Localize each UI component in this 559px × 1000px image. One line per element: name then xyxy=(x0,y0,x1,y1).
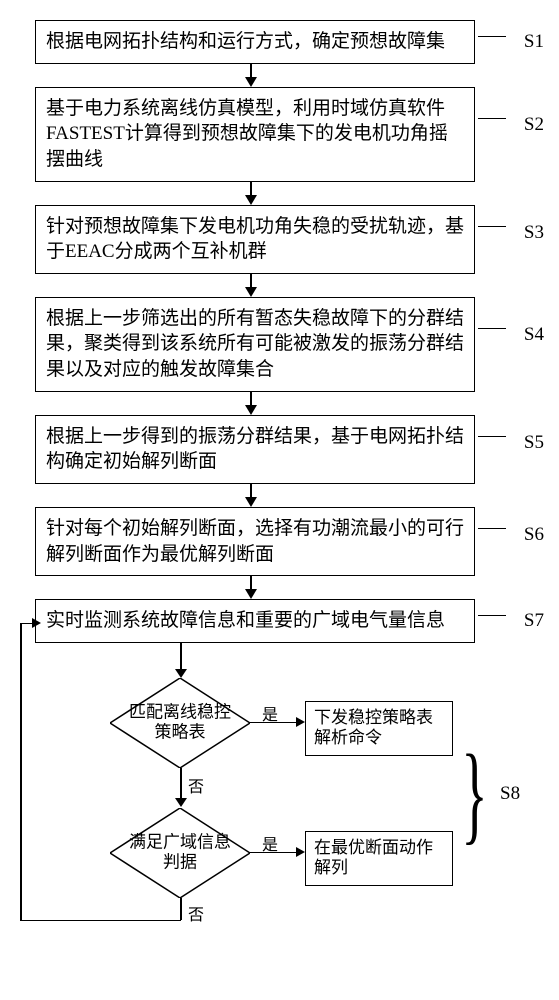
step-label-s1: S1 xyxy=(524,29,544,55)
step-s1: 根据电网拓扑结构和运行方式，确定预想故障集 S1 xyxy=(35,20,475,64)
step-label-s2: S2 xyxy=(524,112,544,138)
action-a1: 下发稳控策略表解析命令 xyxy=(305,701,453,756)
arrow-head-down xyxy=(175,669,187,678)
decision-d2: 满足广域信息判据 xyxy=(110,808,250,898)
action-text: 在最优断面动作解列 xyxy=(314,838,433,877)
connector xyxy=(20,623,22,920)
label-connector xyxy=(478,36,506,37)
brace: } xyxy=(461,738,487,848)
label-connector xyxy=(478,436,506,437)
yes-label: 是 xyxy=(262,831,278,855)
step-text: 根据电网拓扑结构和运行方式，确定预想故障集 xyxy=(46,31,445,52)
decision-text: 匹配离线稳控策略表 xyxy=(125,703,235,744)
step-text: 实时监测系统故障信息和重要的广域电气量信息 xyxy=(46,610,445,631)
step-s2: 基于电力系统离线仿真模型，利用时域仿真软件FASTEST计算得到预想故障集下的发… xyxy=(35,87,475,182)
step-text: 根据上一步得到的振荡分群结果，基于电网拓扑结构确定初始解列断面 xyxy=(46,426,464,473)
step-s4: 根据上一步筛选出的所有暂态失稳故障下的分群结果，聚类得到该系统所有可能被激发的振… xyxy=(35,297,475,392)
step-label-s7: S7 xyxy=(524,608,544,634)
label-connector xyxy=(478,528,506,529)
label-connector xyxy=(478,118,506,119)
decision-d1: 匹配离线稳控策略表 xyxy=(110,678,250,768)
no-label: 否 xyxy=(188,773,204,797)
step-s7: 实时监测系统故障信息和重要的广域电气量信息 S7 xyxy=(35,599,475,643)
arrow-head-down xyxy=(175,798,187,807)
step-label-s3: S3 xyxy=(524,220,544,246)
step-text: 针对每个初始解列断面，选择有功潮流最小的可行解列断面作为最优解列断面 xyxy=(46,518,464,565)
step-text: 基于电力系统离线仿真模型，利用时域仿真软件FASTEST计算得到预想故障集下的发… xyxy=(46,98,448,170)
arrow-head-right xyxy=(32,618,41,628)
label-connector xyxy=(478,328,506,329)
label-connector xyxy=(478,615,506,616)
decision-area: 匹配离线稳控策略表 是 下发稳控策略表解析命令 否 满足广域信息判据 是 在最优… xyxy=(10,643,549,933)
step-text: 根据上一步筛选出的所有暂态失稳故障下的分群结果，聚类得到该系统所有可能被激发的振… xyxy=(46,308,464,380)
decision-text: 满足广域信息判据 xyxy=(125,833,235,874)
step-label-s5: S5 xyxy=(524,430,544,456)
connector xyxy=(180,643,182,671)
step-label-s8: S8 xyxy=(500,783,520,805)
flowchart: 根据电网拓扑结构和运行方式，确定预想故障集 S1 基于电力系统离线仿真模型，利用… xyxy=(10,20,549,933)
action-a2: 在最优断面动作解列 xyxy=(305,831,453,886)
label-connector xyxy=(478,226,506,227)
connector xyxy=(180,768,182,800)
step-s3: 针对预想故障集下发电机功角失稳的受扰轨迹，基于EEAC分成两个互补机群 S3 xyxy=(35,205,475,274)
arrow-head-right xyxy=(296,717,305,727)
step-s6: 针对每个初始解列断面，选择有功潮流最小的可行解列断面作为最优解列断面 S6 xyxy=(35,507,475,576)
yes-label: 是 xyxy=(262,701,278,725)
arrow-head-right xyxy=(296,847,305,857)
action-text: 下发稳控策略表解析命令 xyxy=(314,708,433,747)
connector xyxy=(20,920,181,922)
step-label-s6: S6 xyxy=(524,522,544,548)
step-text: 针对预想故障集下发电机功角失稳的受扰轨迹，基于EEAC分成两个互补机群 xyxy=(46,216,464,263)
step-s5: 根据上一步得到的振荡分群结果，基于电网拓扑结构确定初始解列断面 S5 xyxy=(35,415,475,484)
no-label: 否 xyxy=(188,901,204,925)
connector xyxy=(180,898,182,920)
step-label-s4: S4 xyxy=(524,322,544,348)
